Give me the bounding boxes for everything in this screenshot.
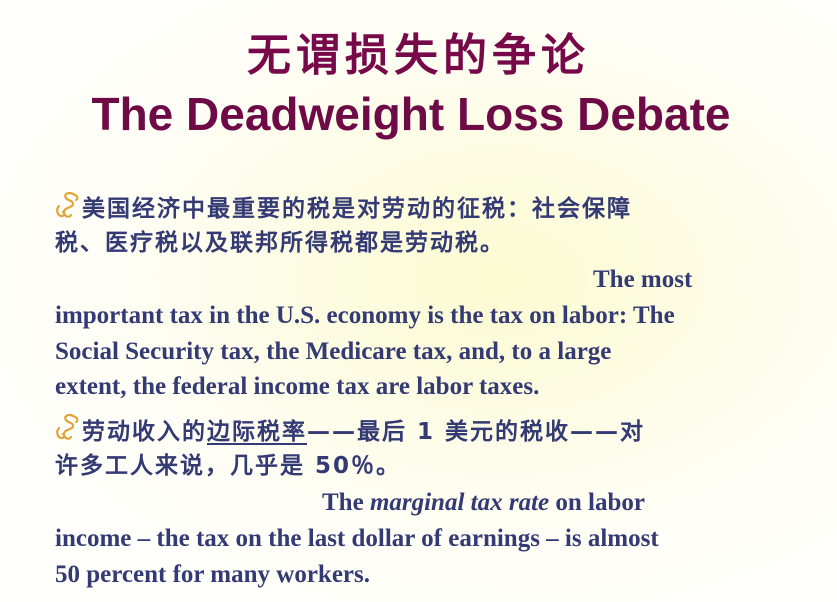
bullet1-chinese-line1: 美国经济中最重要的税是对劳动的征税：社会保障 xyxy=(82,196,632,222)
bullet1-english-line4: extent, the federal income tax are labor… xyxy=(55,373,540,400)
bullet2-english-line2: income – the tax on the last dollar of e… xyxy=(55,525,659,552)
slide-title-chinese: 无谓损失的争论 xyxy=(247,30,590,81)
slide-title-english: The Deadweight Loss Debate xyxy=(91,88,731,140)
bullet2-chinese-text: 劳动收入的 xyxy=(82,419,207,445)
bullet2-chinese-line1: 劳动收入的边际税率——最后 1 美元的税收——对 xyxy=(82,416,645,448)
bullet2-english-text: on labor xyxy=(549,489,645,516)
bullet2-english-text: The xyxy=(322,489,370,516)
bullet2-english-line1: The marginal tax rate on labor xyxy=(322,487,645,519)
bullet2-english-line3: 50 percent for many workers. xyxy=(55,561,370,588)
bullet1-english-line3: Social Security tax, the Medicare tax, a… xyxy=(55,338,612,365)
scroll-bullet-icon xyxy=(56,414,79,440)
bullet2-chinese-text: ——最后 1 美元的税收——对 xyxy=(307,419,646,445)
marginal-tax-rate-term-chinese: 边际税率 xyxy=(207,419,307,445)
scroll-bullet-icon xyxy=(56,192,79,218)
bullet1-english-line2: important tax in the U.S. economy is the… xyxy=(55,302,675,329)
bullet2-chinese-line2: 许多工人来说，几乎是 50％。 xyxy=(55,453,402,479)
bullet1-english-line1: The most xyxy=(593,266,693,293)
marginal-tax-rate-term-english: marginal tax rate xyxy=(369,489,550,516)
bullet1-chinese-line2: 税、医疗税以及联邦所得税都是劳动税。 xyxy=(55,230,505,256)
